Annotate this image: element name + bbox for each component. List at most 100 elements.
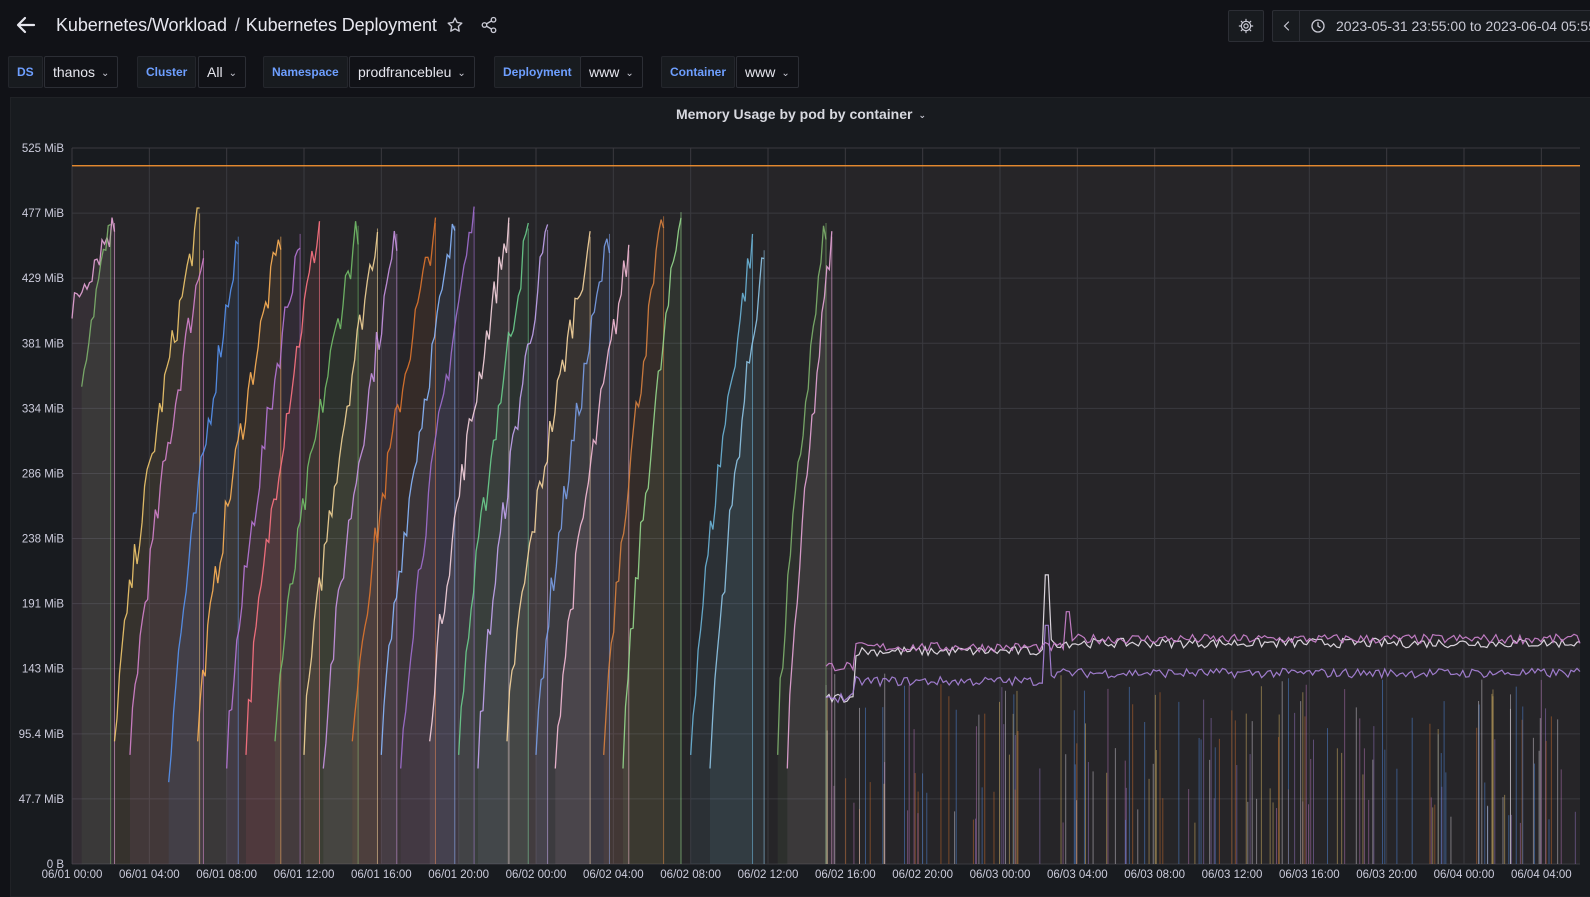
pod-area <box>323 231 397 864</box>
panel-title: Memory Usage by pod by container <box>675 106 913 122</box>
variable-label-namespace: Namespace <box>263 56 348 88</box>
pod-memory-line <box>603 219 665 755</box>
pod-area <box>690 233 753 864</box>
x-tick-label: 06/01 12:00 <box>274 869 335 881</box>
x-tick-label: 06/02 04:00 <box>583 869 644 881</box>
x-tick-label: 06/01 04:00 <box>119 869 180 881</box>
pod-memory-line <box>197 239 282 742</box>
pod-memory-line <box>351 217 437 742</box>
variable-label-deployment: Deployment <box>494 56 581 88</box>
pod-area <box>400 206 475 865</box>
pod-memory-line <box>477 224 549 769</box>
y-tick-label: 95.4 MiB <box>19 729 65 741</box>
variable-value-ds: thanos <box>53 64 96 80</box>
pod-memory-line <box>458 222 529 755</box>
arrow-left-icon[interactable] <box>14 13 38 37</box>
steady-pod-memory-line <box>825 574 1581 704</box>
x-tick-label: 06/03 00:00 <box>970 869 1031 881</box>
pod-area <box>381 224 455 864</box>
breadcrumb: Kubernetes/Workload / Kubernetes Deploymen… <box>56 15 437 36</box>
pod-memory-line <box>709 257 765 769</box>
pod-area <box>507 231 591 864</box>
pod-area <box>603 219 664 865</box>
steady-pod-memory-line <box>825 624 1581 704</box>
chevron-down-icon: ⌄ <box>101 68 110 79</box>
pod-area <box>226 248 301 865</box>
breadcrumb-folder[interactable]: Kubernetes/Workload <box>56 15 227 35</box>
x-tick-label: 06/01 20:00 <box>428 869 489 881</box>
pod-area <box>478 224 548 864</box>
pod-area <box>114 208 200 864</box>
x-tick-label: 06/03 04:00 <box>1047 869 1108 881</box>
y-tick-label: 143 MiB <box>22 664 65 676</box>
chevron-down-icon: ⌄ <box>625 68 634 79</box>
pod-memory-line <box>274 221 359 742</box>
variable-select-ds[interactable]: thanos ⌄ <box>44 56 119 88</box>
variable-value-namespace: prodfrancebleu <box>358 64 452 80</box>
pod-area <box>275 221 359 864</box>
pod-memory-line <box>777 225 827 755</box>
pod-memory-line <box>303 232 379 755</box>
x-tick-label: 06/02 00:00 <box>506 869 567 881</box>
chevron-down-icon: ⌄ <box>781 68 790 79</box>
pod-area <box>787 231 832 864</box>
pod-area <box>536 238 610 864</box>
chevron-down-icon: ⌄ <box>457 68 466 79</box>
pod-area <box>458 223 529 864</box>
pod-area <box>623 217 681 864</box>
time-range-picker[interactable]: 2023-05-31 23:55:00 to 2023-06-04 05:55:… <box>1299 10 1590 42</box>
dashboard-title[interactable]: Kubernetes Deployment <box>245 15 437 35</box>
x-tick-label: 06/02 08:00 <box>660 869 721 881</box>
pod-memory-line <box>168 239 239 783</box>
y-tick-label: 0 B <box>47 859 65 871</box>
pod-memory-line <box>786 231 833 769</box>
pod-memory-line <box>81 223 111 387</box>
pod-memory-line <box>226 247 301 769</box>
x-tick-label: 06/01 08:00 <box>196 869 257 881</box>
y-tick-label: 525 MiB <box>22 143 65 155</box>
pod-area <box>710 258 765 864</box>
pod-memory-line <box>429 217 510 742</box>
pod-memory-line <box>113 207 200 742</box>
star-icon[interactable] <box>446 16 464 34</box>
y-tick-label: 191 MiB <box>22 599 65 611</box>
x-tick-label: 06/03 08:00 <box>1124 869 1185 881</box>
share-icon[interactable] <box>480 16 498 34</box>
panel-title-menu[interactable]: Memory Usage by pod by container ⌄ <box>11 106 1590 122</box>
pod-area <box>246 221 320 864</box>
pod-area <box>197 239 281 864</box>
clock-icon <box>1311 19 1325 33</box>
pod-area <box>555 244 629 865</box>
pod-memory-line <box>245 221 321 755</box>
variable-label-cluster: Cluster <box>137 56 197 88</box>
pod-area <box>168 241 239 864</box>
pod-area <box>429 217 509 865</box>
x-tick-label: 06/02 16:00 <box>815 869 876 881</box>
y-tick-label: 238 MiB <box>22 534 65 546</box>
variable-select-namespace[interactable]: prodfrancebleu ⌄ <box>349 56 475 88</box>
variable-select-deployment[interactable]: www ⌄ <box>580 56 643 88</box>
variable-label-container: Container <box>661 56 736 88</box>
pod-memory-line <box>380 223 456 755</box>
variable-label-ds: DS <box>8 56 43 88</box>
time-range-text: 2023-05-31 23:55:00 to 2023-06-04 05:55:… <box>1336 18 1590 34</box>
pod-area <box>81 224 111 864</box>
time-shift-back-button[interactable] <box>1272 10 1300 42</box>
pod-memory-line <box>622 217 682 769</box>
x-tick-label: 06/04 00:00 <box>1434 869 1495 881</box>
x-tick-label: 06/03 12:00 <box>1202 869 1263 881</box>
variable-select-container[interactable]: www ⌄ <box>736 56 799 88</box>
y-tick-label: 286 MiB <box>22 468 65 480</box>
variable-value-container: www <box>745 64 776 80</box>
x-tick-label: 06/01 00:00 <box>42 869 103 881</box>
breadcrumb-separator: / <box>234 15 240 35</box>
pod-memory-line <box>506 231 591 742</box>
chevron-left-icon <box>1283 21 1290 31</box>
dashboard-settings-button[interactable] <box>1228 10 1264 42</box>
pod-memory-line <box>690 233 754 755</box>
x-tick-label: 06/03 16:00 <box>1279 869 1340 881</box>
variable-select-cluster[interactable]: All ⌄ <box>198 56 246 88</box>
pod-memory-line <box>322 230 398 769</box>
pod-area <box>130 258 204 864</box>
